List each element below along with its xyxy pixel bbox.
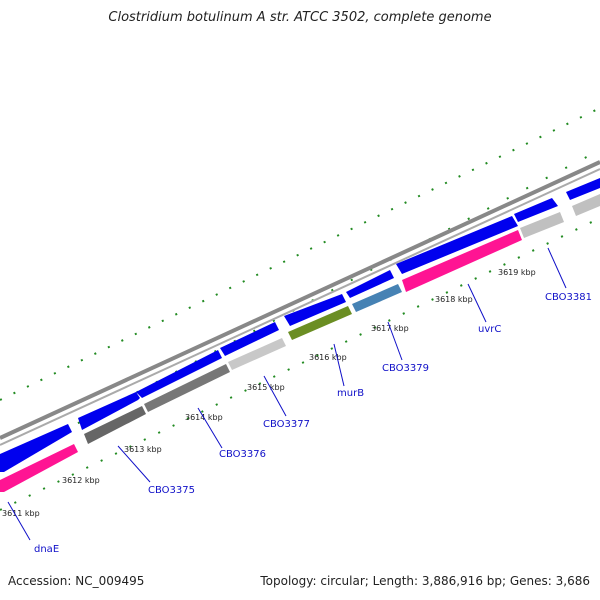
gene-block[interactable] <box>228 338 286 370</box>
gene-label-cbo3377[interactable]: CBO3377 <box>263 419 310 430</box>
gene-label-cbo3376[interactable]: CBO3376 <box>219 449 266 460</box>
gene-block[interactable] <box>288 306 352 340</box>
backbone <box>0 160 600 446</box>
kbp-tick-label: 3611 kbp <box>2 509 40 518</box>
kbp-tick-label: 3613 kbp <box>124 445 162 454</box>
genome-summary-text: Topology: circular; Length: 3,886,916 bp… <box>260 574 590 588</box>
reverse-strand <box>0 194 600 492</box>
kbp-tick-label: 3617 kbp <box>371 324 409 333</box>
gene-block[interactable] <box>402 230 522 292</box>
gene-labels: dnaE CBO3375 CBO3376 CBO3377 murB CBO337… <box>34 292 592 555</box>
kbp-axis: 3611 kbp 3612 kbp 3613 kbp 3614 kbp 3615… <box>2 268 536 518</box>
gene-label-dnae[interactable]: dnaE <box>34 544 59 555</box>
gene-block[interactable] <box>220 322 279 356</box>
gene-block[interactable] <box>352 284 402 312</box>
gene-label-murb[interactable]: murB <box>337 388 364 399</box>
kbp-tick-label: 3615 kbp <box>247 383 285 392</box>
gene-label-uvrc[interactable]: uvrC <box>478 324 501 335</box>
gene-block[interactable] <box>566 178 600 200</box>
gene-block[interactable] <box>284 294 346 326</box>
gene-block[interactable] <box>84 406 146 444</box>
gene-label-cbo3381[interactable]: CBO3381 <box>545 292 592 303</box>
gene-block[interactable] <box>572 194 600 216</box>
forward-strand <box>0 178 600 472</box>
gene-block[interactable] <box>0 444 78 492</box>
kbp-tick-label: 3616 kbp <box>309 353 347 362</box>
outer-tick-track <box>0 107 600 401</box>
gene-block[interactable] <box>514 198 558 222</box>
gene-block[interactable] <box>346 270 394 298</box>
kbp-tick-label: 3618 kbp <box>435 295 473 304</box>
gene-label-cbo3379[interactable]: CBO3379 <box>382 363 429 374</box>
gene-block[interactable] <box>396 216 518 274</box>
kbp-tick-label: 3612 kbp <box>62 476 100 485</box>
gene-block[interactable] <box>144 364 230 412</box>
gene-block[interactable] <box>78 392 140 430</box>
accession-text: Accession: NC_009495 <box>8 574 145 588</box>
gene-block[interactable] <box>0 424 72 472</box>
inner-tick-track <box>0 217 600 511</box>
gene-block[interactable] <box>520 212 564 238</box>
gene-label-cbo3375[interactable]: CBO3375 <box>148 485 195 496</box>
gene-leaders <box>7 247 567 541</box>
gene-block[interactable] <box>136 350 222 398</box>
kbp-tick-label: 3619 kbp <box>498 268 536 277</box>
map-title: Clostridium botulinum A str. ATCC 3502, … <box>108 10 492 25</box>
